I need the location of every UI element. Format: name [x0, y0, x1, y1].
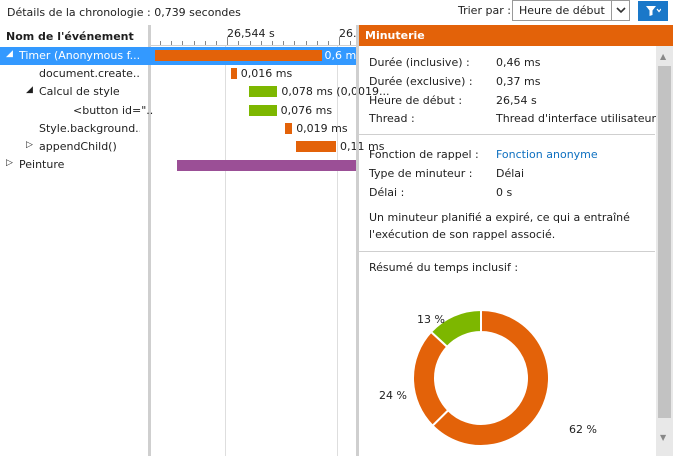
ruler-tick	[328, 41, 329, 45]
donut-slice	[431, 308, 550, 447]
event-row[interactable]: ◢ Timer (Anonymous f... 0,6 m	[0, 47, 356, 65]
donut-slice-label: 24 %	[379, 389, 407, 402]
event-row[interactable]: ▷ Peinture	[0, 156, 356, 174]
divider	[359, 251, 655, 252]
expand-icon[interactable]: ▷	[6, 158, 13, 169]
event-duration-bar[interactable]	[176, 160, 356, 172]
filter-button[interactable]	[638, 1, 668, 21]
sort-selected-value: Heure de début	[519, 4, 605, 17]
donut-slice	[429, 308, 482, 349]
scrollbar-thumb[interactable]	[658, 66, 671, 418]
ruler-tick	[283, 41, 284, 45]
ruler-tick	[250, 41, 251, 45]
event-duration-bar[interactable]	[249, 104, 277, 116]
event-name: Timer (Anonymous f...	[19, 49, 140, 62]
event-name: Peinture	[19, 158, 65, 172]
ruler-tick	[160, 41, 161, 45]
ruler-label: 26.	[339, 27, 356, 40]
ruler-tick	[238, 41, 239, 45]
delay-value: 0 s	[496, 186, 513, 199]
donut-slice	[412, 330, 450, 428]
event-name: appendChild()	[39, 140, 117, 153]
inclusive-duration-value: 0,46 ms	[496, 56, 541, 69]
sort-dropdown[interactable]: Heure de début	[512, 0, 630, 21]
event-name: Style.background...	[39, 121, 140, 135]
event-duration-label: 0,11 ms	[340, 140, 385, 153]
ruler-tick	[194, 41, 195, 45]
ruler-tick	[339, 37, 340, 45]
callback-label: Fonction de rappel :	[369, 148, 479, 161]
event-duration-label: 0,019 ms	[296, 121, 348, 135]
column-title: Nom de l'événement	[6, 30, 134, 43]
ruler-tick	[350, 41, 351, 45]
delay-label: Délai :	[369, 186, 405, 199]
ruler-tick	[182, 41, 183, 45]
start-time-label: Heure de début :	[369, 94, 463, 107]
event-name: Calcul de style	[39, 85, 120, 99]
filter-icon	[646, 6, 661, 16]
event-row[interactable]: ◢ Calcul de style 0,078 ms (0,0019...	[0, 83, 390, 101]
column-splitter[interactable]	[148, 25, 151, 456]
thread-value: Thread d'interface utilisateur	[496, 112, 657, 125]
ruler-tick	[261, 41, 262, 45]
event-duration-bar[interactable]	[155, 50, 322, 61]
ruler-tick	[317, 41, 318, 45]
collapse-icon[interactable]: ◢	[26, 85, 33, 96]
sort-label: Trier par :	[458, 4, 511, 17]
scroll-up-icon[interactable]: ▲	[660, 52, 667, 61]
ruler-label: 26,544 s	[227, 27, 275, 40]
gridline	[225, 46, 226, 456]
scroll-down-icon[interactable]: ▼	[660, 433, 667, 442]
event-description: Un minuteur planifié a expiré, ce qui a …	[369, 211, 630, 241]
start-time-value: 26,54 s	[496, 94, 537, 107]
event-name: <button id="...	[73, 103, 154, 117]
page-title: Détails de la chronologie : 0,739 second…	[7, 6, 241, 19]
ruler-tick	[227, 37, 228, 45]
event-row[interactable]: Style.background... 0,019 ms	[0, 120, 356, 138]
event-name: document.create...	[39, 67, 140, 81]
ruler-tick	[294, 41, 295, 45]
divider	[359, 134, 655, 135]
event-row[interactable]: document.create... 0,016 ms	[0, 65, 356, 83]
inclusive-duration-label: Durée (inclusive) :	[369, 56, 470, 69]
detail-title: Minuterie	[365, 29, 425, 42]
donut-slice-label: 13 %	[417, 313, 445, 326]
detail-header: Minuterie	[359, 25, 673, 46]
ruler-tick	[306, 41, 307, 45]
event-duration-label: 0,076 ms	[280, 103, 333, 117]
ruler-tick	[216, 41, 217, 45]
gridline	[337, 46, 338, 456]
thread-label: Thread :	[369, 112, 415, 125]
timer-type-label: Type de minuteur :	[369, 167, 473, 180]
expand-icon[interactable]: ▷	[26, 140, 33, 150]
ruler-tick	[205, 41, 206, 45]
event-duration-bar[interactable]	[231, 68, 237, 80]
event-duration-bar[interactable]	[249, 86, 278, 98]
event-row[interactable]: ▷ appendChild() 0,11 ms	[0, 138, 384, 156]
summary-title: Résumé du temps inclusif :	[369, 261, 519, 274]
donut-slice-label: 62 %	[569, 423, 597, 436]
event-name-column-header[interactable]: Nom de l'événement	[0, 25, 148, 46]
top-bar: Détails de la chronologie : 0,739 second…	[0, 0, 673, 25]
exclusive-duration-value: 0,37 ms	[496, 75, 541, 88]
event-duration-label: 0,6 m	[324, 49, 357, 62]
chevron-down-icon[interactable]	[611, 1, 629, 20]
event-duration-bar[interactable]	[296, 141, 336, 152]
event-duration-bar[interactable]	[285, 122, 293, 134]
detail-scrollbar[interactable]: ▲ ▼	[656, 46, 673, 456]
ruler-tick	[272, 41, 273, 45]
ruler-tick	[171, 41, 172, 45]
collapse-icon[interactable]: ◢	[6, 49, 13, 59]
timer-type-value: Délai	[496, 167, 525, 180]
event-row[interactable]: <button id="... 0,076 ms	[0, 102, 356, 120]
timeline-ruler: 26,544 s 26.	[151, 25, 356, 46]
event-duration-label: 0,016 ms	[240, 67, 293, 81]
exclusive-duration-label: Durée (exclusive) :	[369, 75, 473, 88]
inclusive-time-donut-chart: 62 % 24 % 13 %	[379, 308, 597, 447]
detail-pane: Minuterie Durée (inclusive) : 0,46 ms Du…	[359, 25, 673, 456]
callback-link[interactable]: Fonction anonyme	[496, 148, 598, 161]
detail-splitter[interactable]	[356, 25, 359, 456]
event-duration-label: 0,078 ms (0,0019...	[281, 85, 390, 99]
